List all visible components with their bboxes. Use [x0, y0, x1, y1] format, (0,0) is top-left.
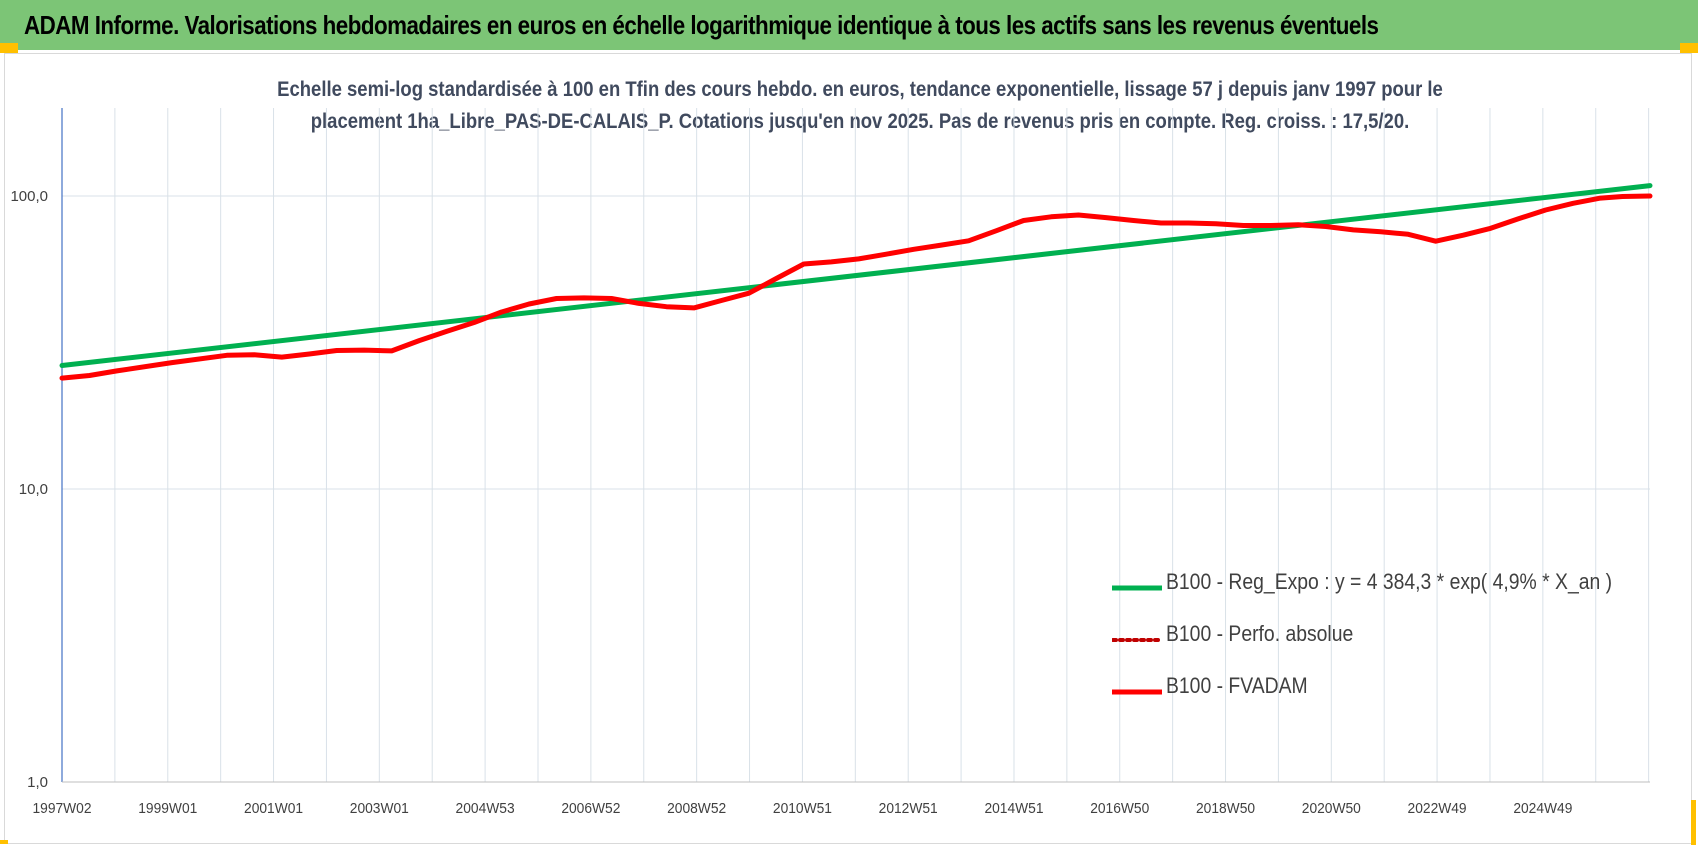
legend-swatch-perfo [1112, 638, 1162, 642]
chart-subtitle-line-2: placement 1ha_Libre_PAS-DE-CALAIS_P. Cot… [310, 110, 1410, 133]
page-title: ADAM Informe. Valorisations hebdomadaire… [24, 10, 1379, 40]
y-tick-label-1: 10,0 [19, 481, 48, 498]
series-line-2 [59, 193, 1653, 381]
legend-label-trend: B100 - Reg_Expo : y = 4 384,3 * exp( 4,9… [1166, 569, 1613, 594]
legend-swatch-fvadam [1112, 689, 1162, 695]
x-tick-label-7: 2010W51 [773, 801, 832, 818]
x-tick-label-6: 2008W52 [667, 801, 726, 818]
x-tick-label-3: 2003W01 [350, 801, 409, 818]
corner-mark-top-left [0, 43, 18, 53]
corner-mark-bottom-right [1691, 800, 1696, 845]
legend-swatch-trend [1112, 585, 1162, 591]
x-tick-label-8: 2012W51 [879, 801, 938, 818]
legend-item-fvadam: B100 - FVADAM [1112, 666, 1672, 718]
x-tick-label-13: 2022W49 [1408, 801, 1467, 818]
x-tick-label-14: 2024W49 [1513, 801, 1572, 818]
chart-frame [4, 53, 1692, 844]
x-tick-label-10: 2016W50 [1090, 801, 1149, 818]
x-tick-label-11: 2018W50 [1196, 801, 1255, 818]
x-tick-label-1: 1999W01 [138, 801, 197, 818]
x-tick-label-12: 2020W50 [1302, 801, 1361, 818]
corner-mark-bottom-left [0, 840, 8, 844]
x-tick-label-5: 2006W52 [561, 801, 620, 818]
y-tick-label-0: 1,0 [27, 774, 48, 791]
x-tick-label-2: 2001W01 [244, 801, 303, 818]
legend-label-fvadam: B100 - FVADAM [1166, 673, 1308, 698]
legend-item-trend: B100 - Reg_Expo : y = 4 384,3 * exp( 4,9… [1112, 562, 1672, 614]
corner-mark-top-right [1680, 43, 1698, 53]
x-tick-label-9: 2014W51 [984, 801, 1043, 818]
chart-legend: B100 - Reg_Expo : y = 4 384,3 * exp( 4,9… [1112, 562, 1672, 718]
y-tick-label-2: 100,0 [10, 188, 48, 205]
x-tick-label-0: 1997W02 [32, 801, 91, 818]
series-layer [59, 183, 1653, 381]
chart-subtitle-line-1: Echelle semi-log standardisée à 100 en T… [277, 78, 1443, 101]
series-line-0 [59, 183, 1653, 368]
legend-item-perfo: B100 - Perfo. absolue [1112, 614, 1672, 666]
legend-label-perfo: B100 - Perfo. absolue [1166, 621, 1354, 646]
axis-layer [61, 108, 1650, 783]
header-bar: ADAM Informe. Valorisations hebdomadaire… [0, 0, 1698, 50]
chart-subtitle: Echelle semi-log standardisée à 100 en T… [120, 74, 1600, 138]
x-tick-label-4: 2004W53 [456, 801, 515, 818]
label-layer: 1,0 10,0 100,0 1997W02 1999W01 2001W01 2003W01… [10, 188, 1572, 817]
